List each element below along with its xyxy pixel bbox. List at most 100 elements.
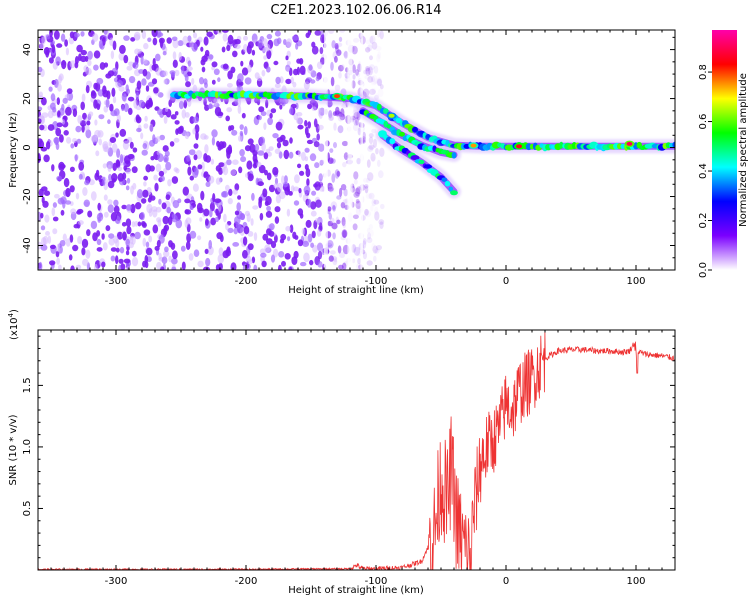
noise-dot: [330, 250, 336, 255]
noise-dot: [355, 205, 362, 216]
noise-dot: [181, 261, 186, 270]
noise-dot: [64, 39, 68, 47]
noise-dot: [332, 232, 336, 240]
noise-dot: [94, 263, 98, 270]
noise-dot: [125, 84, 129, 93]
spectrogram-frame: [37, 29, 676, 271]
noise-dot: [305, 167, 311, 178]
noise-dot: [85, 85, 90, 94]
noise-dot: [230, 262, 237, 270]
noise-dot: [143, 123, 149, 129]
noise-dot: [162, 145, 169, 152]
noise-dot: [365, 67, 371, 76]
noise-dot: [128, 61, 134, 67]
noise-dot: [262, 233, 269, 241]
noise-dot: [122, 231, 127, 241]
noise-dot: [119, 128, 127, 137]
noise-dot: [123, 35, 130, 41]
noise-dot: [187, 166, 192, 176]
noise-dot: [244, 145, 252, 152]
noise-dot: [313, 141, 320, 148]
noise-dot: [354, 187, 361, 197]
noise-dot: [147, 37, 152, 43]
noise-dot: [101, 261, 106, 268]
noise-dot: [316, 229, 322, 237]
noise-dot: [226, 83, 233, 88]
noise-dot: [47, 110, 54, 119]
noise-dot: [134, 231, 141, 240]
noise-dot: [343, 50, 349, 59]
noise-dot: [258, 198, 262, 209]
noise-dot: [132, 182, 137, 190]
noise-dot: [247, 64, 252, 73]
noise-dot: [316, 242, 324, 252]
noise-dot: [90, 91, 97, 99]
noise-dot: [123, 258, 131, 264]
noise-dot: [379, 84, 384, 90]
noise-dot: [288, 266, 293, 270]
colorbar-tick-label: 0.4: [698, 163, 709, 179]
noise-dot: [278, 264, 282, 270]
hotspot: [334, 94, 340, 99]
noise-dot: [336, 170, 341, 177]
noise-dot: [56, 175, 62, 181]
x-tick-label: -100: [365, 276, 388, 287]
noise-dot: [110, 110, 118, 117]
noise-dot: [77, 115, 83, 124]
noise-dot: [343, 188, 349, 197]
noise-dot: [184, 112, 190, 118]
noise-dot: [211, 61, 218, 68]
noise-dot: [369, 35, 376, 44]
noise-dot: [353, 118, 357, 126]
noise-dot: [113, 199, 119, 207]
noise-dot: [102, 176, 106, 186]
noise-dot: [163, 224, 170, 232]
noise-dot: [222, 250, 230, 259]
colorbar-tick-label: 0.2: [698, 213, 709, 229]
noise-dot: [169, 141, 175, 147]
y-tick-label: 40: [22, 43, 33, 56]
noise-dot: [311, 230, 316, 239]
noise-dot: [332, 258, 338, 266]
noise-dot: [172, 200, 180, 209]
noise-dot: [55, 250, 60, 258]
noise-dot: [95, 150, 100, 157]
noise-dot: [369, 142, 375, 151]
noise-dot: [212, 193, 216, 203]
noise-dot: [108, 233, 115, 239]
noise-dot: [218, 202, 222, 212]
noise-dot: [373, 255, 377, 262]
noise-dot: [45, 231, 50, 236]
noise-dot: [203, 36, 209, 46]
noise-dot: [197, 164, 203, 170]
noise-dot: [98, 138, 102, 146]
noise-dot: [135, 202, 142, 210]
noise-dot: [120, 263, 126, 270]
noise-dot: [123, 54, 129, 64]
noise-dot: [214, 216, 219, 223]
noise-dot: [205, 181, 211, 187]
noise-dot: [173, 137, 180, 143]
noise-dot: [244, 210, 250, 217]
noise-dot: [105, 73, 112, 79]
noise-dot: [65, 187, 71, 198]
noise-dot: [213, 68, 220, 76]
noise-dot: [378, 219, 385, 225]
noise-dot: [225, 184, 230, 192]
noise-dot: [115, 159, 121, 167]
noise-dot: [247, 173, 254, 182]
noise-dot: [110, 255, 116, 262]
noise-dot: [352, 123, 359, 132]
noise-dot: [121, 92, 127, 102]
noise-dot: [55, 127, 62, 137]
noise-dot: [303, 185, 311, 194]
noise-dot: [123, 103, 129, 113]
noise-dot: [167, 179, 172, 187]
noise-dot: [319, 222, 323, 231]
noise-dot: [217, 254, 225, 264]
snr-y-axis-label: SNR (10 * v/v): [8, 414, 19, 485]
noise-dot: [289, 106, 294, 116]
noise-dot: [145, 85, 150, 92]
noise-dot: [234, 38, 241, 45]
noise-dot: [162, 215, 169, 225]
